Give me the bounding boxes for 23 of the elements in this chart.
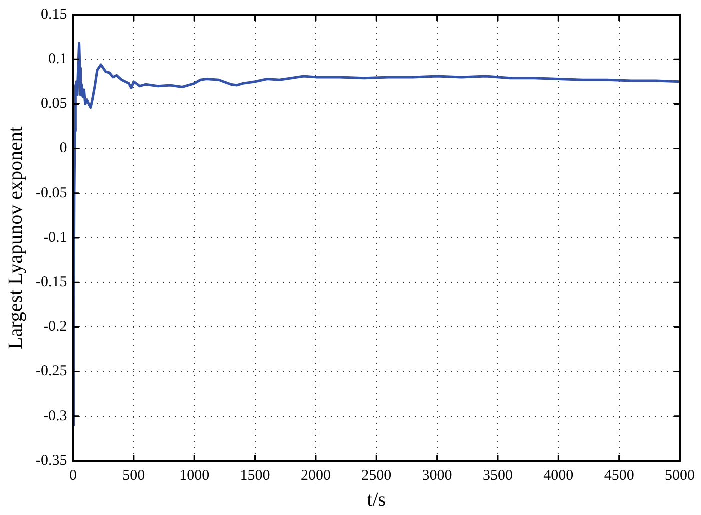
x-tick-label: 3000 bbox=[422, 468, 452, 484]
y-tick-label: -0.05 bbox=[36, 185, 68, 202]
x-tick-label: 500 bbox=[122, 468, 146, 484]
y-tick-label: -0.2 bbox=[43, 319, 68, 336]
x-tick-label: 2500 bbox=[362, 468, 392, 484]
y-tick-label: -0.15 bbox=[36, 274, 68, 291]
x-tick-label: 3500 bbox=[482, 468, 513, 484]
y-axis-title: Largest Lyapunov exponent bbox=[5, 126, 27, 350]
y-tick-label: 0.15 bbox=[40, 6, 68, 23]
x-tick-label: 2000 bbox=[300, 468, 331, 484]
y-tick-label: -0.1 bbox=[43, 230, 68, 246]
x-tick-label: 1500 bbox=[240, 468, 270, 484]
x-tick-label: 4500 bbox=[604, 468, 634, 484]
x-axis-title: t/s bbox=[367, 489, 386, 511]
y-tick-label: -0.35 bbox=[36, 452, 68, 469]
y-tick-label: 0 bbox=[60, 140, 68, 157]
x-tick-label: 5000 bbox=[665, 468, 695, 484]
x-tick-label: 1000 bbox=[180, 468, 210, 484]
x-tick-label: 4000 bbox=[544, 468, 574, 484]
y-tick-label: 0.1 bbox=[48, 52, 68, 68]
y-tick-label: 0.05 bbox=[40, 96, 68, 112]
y-tick-label: -0.3 bbox=[43, 408, 68, 424]
y-tick-label: -0.25 bbox=[36, 364, 68, 380]
